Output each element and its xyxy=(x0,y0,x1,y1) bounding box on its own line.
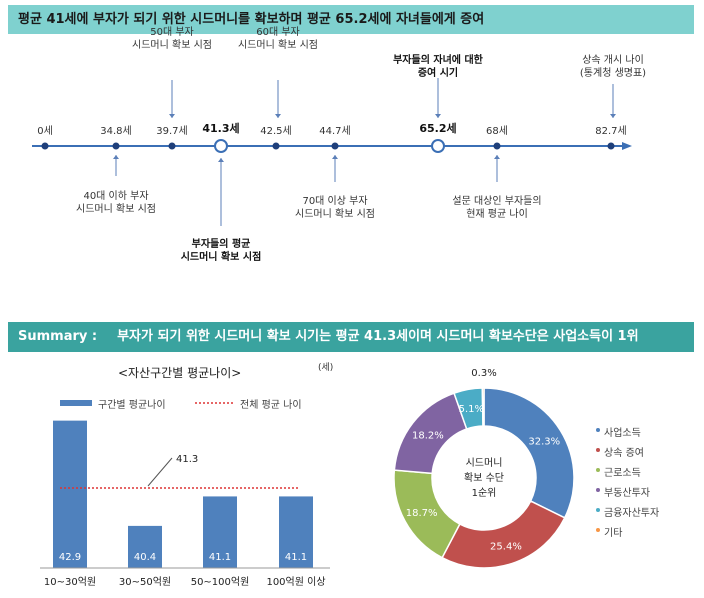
timeline-arrow xyxy=(622,142,632,150)
bar xyxy=(128,525,162,568)
timeline-annotation: 부자들의 자녀에 대한 증여 시기 xyxy=(393,55,483,79)
timeline-tick-label: 65.2세 xyxy=(419,122,457,135)
pie-legend-item: 부동산투자 xyxy=(604,488,650,499)
pie-legend-item: 금융자산투자 xyxy=(604,508,660,519)
timeline-tick-label: 44.7세 xyxy=(319,126,351,137)
pie-center-label: 1순위 xyxy=(472,486,497,499)
bar-category-label: 100억원 이상 xyxy=(266,576,325,588)
pie-legend-item: 사업소득 xyxy=(604,428,641,439)
summary-banner: Summary : 부자가 되기 위한 시드머니 확보 시기는 평균 41.3세이… xyxy=(8,322,694,352)
bar xyxy=(203,496,237,568)
timeline-tick-label: 42.5세 xyxy=(260,126,292,137)
bar-value-label: 41.1 xyxy=(209,552,231,563)
pie-slice-label: 0.3% xyxy=(471,368,496,379)
bar xyxy=(53,420,87,568)
bar-chart-title: <자산구간별 평균나이> xyxy=(118,366,242,380)
pie-slice-label: 5.1% xyxy=(459,404,484,415)
pie-legend-item: 상속 증여 xyxy=(604,448,644,459)
bar-value-label: 40.4 xyxy=(134,552,156,563)
pie-slice-label: 32.3% xyxy=(528,437,560,448)
timeline-marker xyxy=(112,142,120,150)
timeline-marker xyxy=(272,142,280,150)
pie-slice xyxy=(483,387,575,519)
pie-legend-marker xyxy=(596,508,600,512)
pie-center-label: 확보 수단 xyxy=(464,472,504,484)
pie-legend-marker xyxy=(596,428,600,432)
timeline-annotation: 설문 대상인 부자들의 현재 평균 나이 xyxy=(452,196,542,220)
pie-legend-marker xyxy=(596,468,600,472)
bar-value-label: 42.9 xyxy=(59,552,81,563)
pie-legend-marker xyxy=(596,488,600,492)
timeline-annotation: 60대 부자 시드머니 확보 시점 xyxy=(238,27,318,51)
pie-slice xyxy=(481,387,485,427)
bar-category-label: 50~100억원 xyxy=(191,576,250,588)
bar-chart-unit: (세) xyxy=(318,363,334,373)
legend-bar-swatch xyxy=(60,400,92,406)
legend-reference-label: 전체 평균 나이 xyxy=(240,400,302,411)
pie-legend-marker xyxy=(596,528,600,532)
annotation-arrow-head xyxy=(494,155,500,159)
summary-label: Summary : xyxy=(18,329,98,344)
pie-legend-marker xyxy=(596,448,600,452)
timeline-tick-label: 41.3세 xyxy=(202,122,240,135)
pie-legend-item: 근로소득 xyxy=(604,468,641,479)
summary-text: 부자가 되기 위한 시드머니 확보 시기는 평균 41.3세이며 시드머니 확보… xyxy=(117,329,639,344)
annotation-arrow-head xyxy=(169,114,175,118)
timeline-marker xyxy=(493,142,501,150)
annotation-arrow-head xyxy=(218,158,224,162)
timeline-annotation: 부자들의 평균 시드머니 확보 시점 xyxy=(180,239,262,263)
bar xyxy=(279,496,313,568)
pie-center-label: 시드머니 xyxy=(466,457,503,469)
bar-category-label: 30~50억원 xyxy=(119,576,171,588)
reference-value-label: 41.3 xyxy=(176,454,198,465)
annotation-arrow-head xyxy=(610,114,616,118)
pie-slice xyxy=(441,500,566,569)
annotation-arrow-head xyxy=(113,155,119,159)
timeline-marker xyxy=(607,142,615,150)
timeline-marker-highlight xyxy=(214,139,228,153)
timeline-tick-label: 39.7세 xyxy=(156,126,188,137)
pie-legend-item: 기타 xyxy=(604,528,623,539)
timeline-marker xyxy=(41,142,49,150)
bar-value-label: 41.1 xyxy=(285,552,307,563)
reference-callout-line xyxy=(147,457,173,487)
annotation-arrow-head xyxy=(275,114,281,118)
timeline-marker xyxy=(331,142,339,150)
legend-bar-label: 구간별 평균나이 xyxy=(98,400,166,411)
timeline-annotation: 40대 이하 부자 시드머니 확보 시점 xyxy=(76,191,156,215)
timeline-tick-label: 82.7세 xyxy=(595,126,627,137)
timeline-marker-highlight xyxy=(431,139,445,153)
timeline-annotation: 70대 이상 부자 시드머니 확보 시점 xyxy=(295,196,375,220)
timeline-tick-label: 0세 xyxy=(37,126,53,137)
annotation-arrow-head xyxy=(435,114,441,118)
timeline-tick-label: 68세 xyxy=(486,126,508,137)
timeline-tick-label: 34.8세 xyxy=(100,126,132,137)
bar-category-label: 10~30억원 xyxy=(44,576,96,588)
pie-slice-label: 18.7% xyxy=(406,508,438,519)
pie-slice-label: 25.4% xyxy=(490,542,522,553)
top-banner: 평균 41세에 부자가 되기 위한 시드머니를 확보하며 평균 65.2세에 자… xyxy=(8,5,694,34)
annotation-arrow-head xyxy=(332,155,338,159)
timeline-annotation: 50대 부자 시드머니 확보 시점 xyxy=(132,27,212,51)
timeline-annotation: 상속 개시 나이 (통계청 생명표) xyxy=(579,55,647,79)
timeline-marker xyxy=(168,142,176,150)
timeline xyxy=(32,78,632,226)
pie-slice-label: 18.2% xyxy=(412,430,444,441)
